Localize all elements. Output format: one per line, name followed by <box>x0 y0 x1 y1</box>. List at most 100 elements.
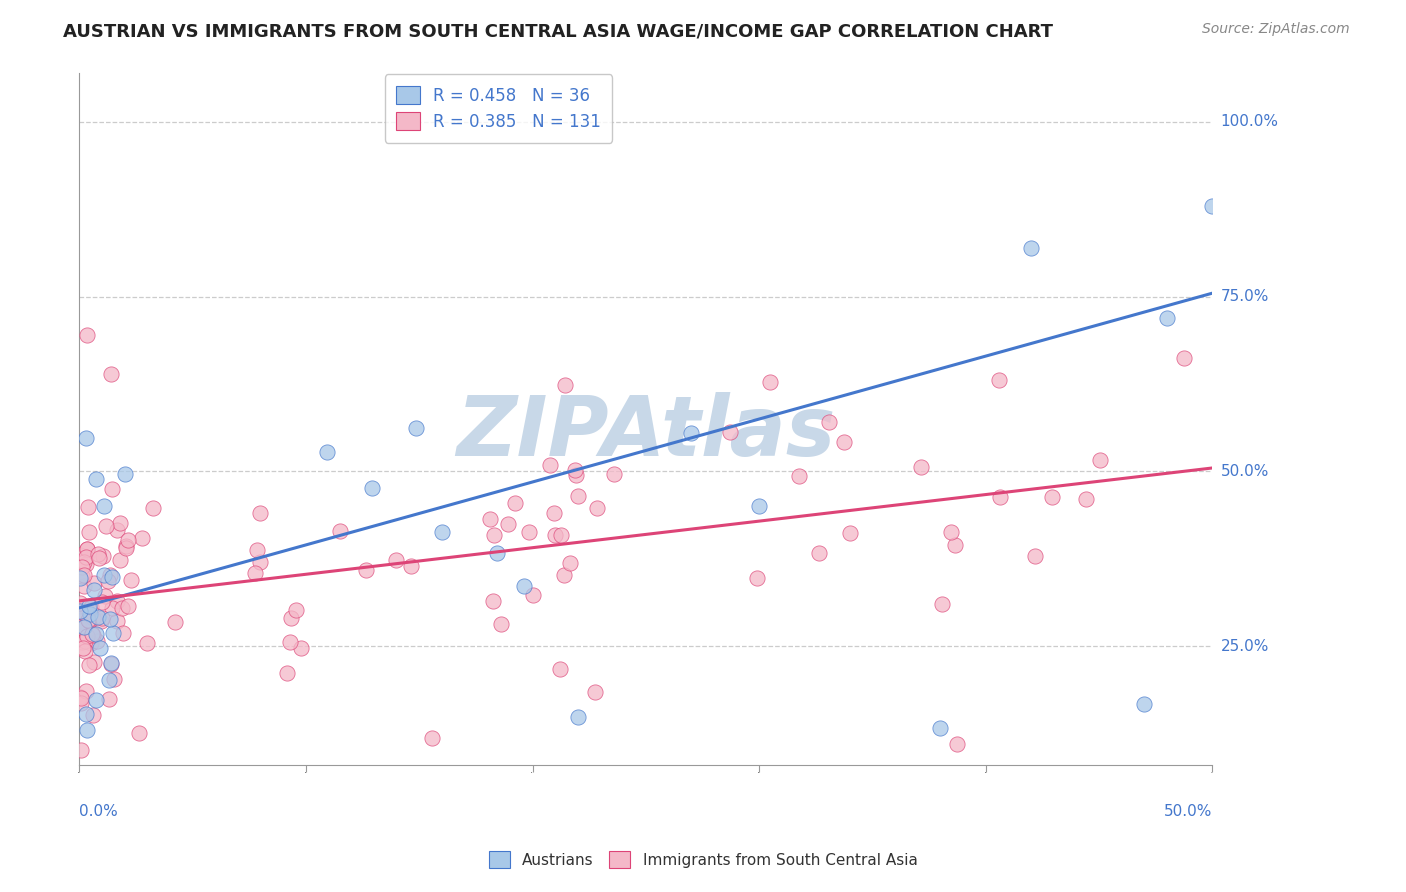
Point <box>72 640 94 655</box>
Point <box>361 481 384 495</box>
Point <box>82 626 104 640</box>
Point <box>80 635 103 649</box>
Point <box>69 690 91 704</box>
Point <box>101 482 124 496</box>
Point <box>430 524 453 539</box>
Point <box>1090 453 1112 467</box>
Point <box>89 551 111 566</box>
Point <box>70 635 93 649</box>
Point <box>110 553 132 567</box>
Point <box>101 570 124 584</box>
Point <box>69 606 91 620</box>
Point <box>128 725 150 739</box>
Point <box>554 377 576 392</box>
Point <box>142 501 165 516</box>
Point <box>72 560 94 574</box>
Point <box>544 528 567 542</box>
Point <box>747 571 769 585</box>
Point <box>73 568 96 582</box>
Point <box>121 574 143 588</box>
Point <box>285 603 308 617</box>
Text: 50.0%: 50.0% <box>1164 804 1212 819</box>
Point <box>91 549 114 563</box>
Point <box>117 533 139 548</box>
Point <box>75 557 97 571</box>
Point <box>135 635 157 649</box>
Point <box>73 620 96 634</box>
Point <box>83 655 105 669</box>
Point <box>586 500 609 515</box>
Point <box>69 548 91 562</box>
Point <box>131 531 153 545</box>
Point <box>280 611 302 625</box>
Point <box>759 375 782 389</box>
Point <box>401 559 423 574</box>
Point <box>93 499 115 513</box>
Point <box>97 673 120 687</box>
Point <box>70 569 93 583</box>
Point <box>550 528 572 542</box>
Point <box>76 541 98 556</box>
Point <box>100 367 122 381</box>
Point <box>489 616 512 631</box>
Point <box>484 528 506 542</box>
Point <box>69 743 91 757</box>
Point <box>75 599 97 614</box>
Point <box>75 431 97 445</box>
Point <box>931 597 953 611</box>
Point <box>67 620 90 634</box>
Point <box>838 526 860 541</box>
Point <box>245 566 267 580</box>
Text: Source: ZipAtlas.com: Source: ZipAtlas.com <box>1202 22 1350 37</box>
Point <box>94 589 117 603</box>
Point <box>280 635 302 649</box>
Point <box>481 594 503 608</box>
Text: 100.0%: 100.0% <box>1220 114 1278 129</box>
Point <box>73 555 96 569</box>
Point <box>1019 241 1042 255</box>
Point <box>77 657 100 672</box>
Point <box>77 599 100 613</box>
Point <box>77 525 100 540</box>
Point <box>910 459 932 474</box>
Point <box>478 512 501 526</box>
Point <box>94 518 117 533</box>
Point <box>86 633 108 648</box>
Point <box>111 601 134 615</box>
Point <box>83 583 105 598</box>
Point <box>486 546 509 560</box>
Point <box>329 524 352 538</box>
Point <box>503 496 526 510</box>
Text: 75.0%: 75.0% <box>1220 289 1268 304</box>
Point <box>567 489 589 503</box>
Point <box>82 628 104 642</box>
Point <box>988 373 1011 387</box>
Point <box>69 571 91 585</box>
Point <box>90 614 112 628</box>
Point <box>163 615 186 630</box>
Text: AUSTRIAN VS IMMIGRANTS FROM SOUTH CENTRAL ASIA WAGE/INCOME GAP CORRELATION CHART: AUSTRIAN VS IMMIGRANTS FROM SOUTH CENTRA… <box>63 22 1053 40</box>
Point <box>69 691 91 706</box>
Point <box>517 524 540 539</box>
Point <box>72 579 94 593</box>
Point <box>1074 491 1097 506</box>
Point <box>1173 351 1195 365</box>
Point <box>405 421 427 435</box>
Point <box>1133 697 1156 711</box>
Point <box>941 524 963 539</box>
Point <box>91 611 114 625</box>
Point <box>82 707 104 722</box>
Point <box>787 468 810 483</box>
Point <box>522 589 544 603</box>
Point <box>100 656 122 670</box>
Point <box>945 737 967 751</box>
Point <box>86 547 108 561</box>
Point <box>276 666 298 681</box>
Point <box>1156 310 1178 325</box>
Point <box>1040 490 1063 504</box>
Point <box>84 472 107 486</box>
Point <box>79 607 101 621</box>
Point <box>567 710 589 724</box>
Point <box>76 541 98 556</box>
Point <box>565 468 588 483</box>
